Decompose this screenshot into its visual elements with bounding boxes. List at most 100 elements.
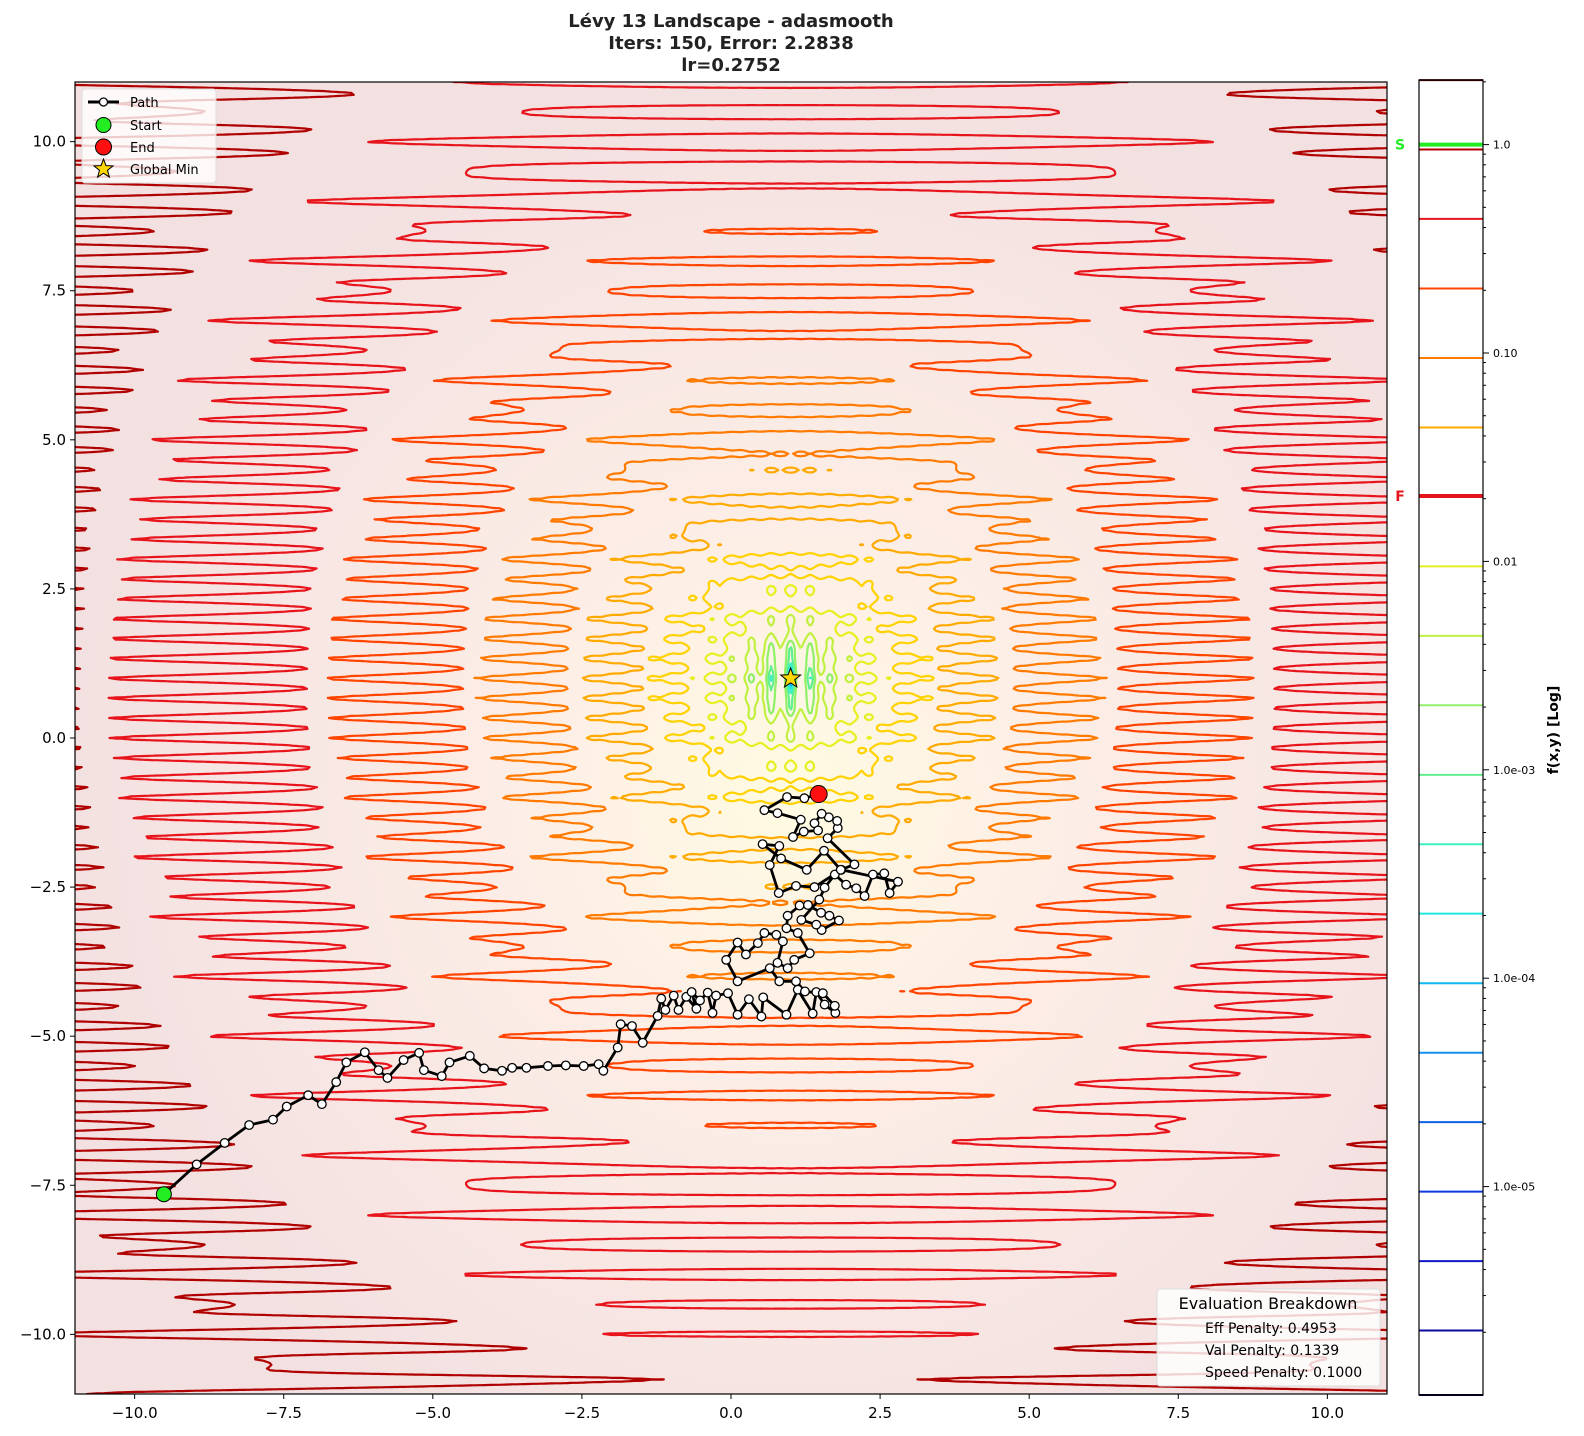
contour-level-2 xyxy=(107,82,1387,1339)
path-point xyxy=(521,1062,532,1073)
legend-label-end: End xyxy=(130,141,155,156)
legend-label-global-min: Global Min xyxy=(130,163,199,178)
legend: Path Start End Global Min xyxy=(81,88,217,184)
path-point xyxy=(792,928,803,938)
path-point xyxy=(615,1019,626,1030)
path-point xyxy=(832,815,843,826)
path-point xyxy=(593,1059,604,1070)
path-point xyxy=(819,999,830,1010)
path-point xyxy=(244,1120,255,1130)
colorbar: S F 1.0 0.10 0.01 1.0e-03 1.0e-04 1.0e-05 f(x,… xyxy=(1395,79,1562,1396)
x-axis: −10.0 −7.5 −5.0 −2.5 0.0 2.5 5.0 7.5 10.0 xyxy=(112,1394,1344,1422)
colorbar-tick-label: 1.0e-04 xyxy=(1493,972,1535,985)
path-point xyxy=(691,1003,702,1014)
path-point xyxy=(695,995,705,1006)
path-point xyxy=(560,1060,571,1071)
path-point xyxy=(811,919,822,930)
path-point xyxy=(764,963,775,974)
evaluation-speed-penalty: Speed Penalty: 0.1000 xyxy=(1205,1365,1362,1381)
path-point xyxy=(841,879,852,890)
x-tick-label: 0.0 xyxy=(719,1404,743,1422)
path-point xyxy=(816,808,827,819)
path-point xyxy=(612,1042,623,1053)
y-tick-label: −2.5 xyxy=(30,878,66,896)
path-point xyxy=(795,814,806,825)
chart-title-line-3: lr=0.2752 xyxy=(681,55,781,76)
path-point xyxy=(788,832,798,842)
x-tick-label: 7.5 xyxy=(1166,1404,1190,1422)
evaluation-breakdown-box: Evaluation Breakdown Eff Penalty: 0.4953… xyxy=(1156,1288,1381,1387)
path-point xyxy=(268,1114,278,1125)
y-tick-label: 5.0 xyxy=(42,431,66,449)
colorbar-marker-label-f: F xyxy=(1395,489,1405,505)
path-point xyxy=(598,1065,609,1076)
path-point xyxy=(578,1061,589,1071)
evaluation-eff-penalty: Eff Penalty: 0.4953 xyxy=(1205,1321,1337,1337)
path-point xyxy=(660,1004,671,1015)
path-point xyxy=(867,869,878,880)
path-point xyxy=(191,1159,202,1170)
path-point xyxy=(801,864,812,875)
path-point xyxy=(756,1011,767,1022)
path-point xyxy=(652,1010,663,1021)
chart-title-line-1: Lévy 13 Landscape - adasmooth xyxy=(568,11,893,32)
path-point xyxy=(743,994,754,1005)
path-point xyxy=(764,860,775,870)
path-point xyxy=(740,949,751,960)
path-point xyxy=(772,808,783,819)
y-tick-label: 0.0 xyxy=(42,729,66,747)
path-point xyxy=(791,880,801,891)
path-point xyxy=(637,1037,648,1048)
path-point xyxy=(824,910,835,921)
path-point xyxy=(702,987,713,998)
path-point xyxy=(799,793,810,804)
path-point xyxy=(281,1101,292,1112)
path-point xyxy=(444,1057,455,1068)
legend-start-marker xyxy=(95,117,112,133)
path-point xyxy=(859,891,870,901)
legend-star-icon xyxy=(92,157,115,179)
path-point xyxy=(849,859,860,870)
path-point xyxy=(759,805,770,816)
path-point xyxy=(781,1009,792,1020)
x-tick-label: −7.5 xyxy=(266,1404,302,1422)
path-point xyxy=(777,936,788,947)
path-point xyxy=(373,1065,384,1076)
path-point xyxy=(822,833,833,844)
path-point xyxy=(813,825,824,836)
contour-level-7 xyxy=(689,584,892,773)
path-point xyxy=(316,1099,327,1110)
path-point xyxy=(542,1061,553,1071)
y-tick-label: −7.5 xyxy=(30,1176,66,1194)
path-point xyxy=(656,993,667,1004)
colorbar-tick-label: 0.10 xyxy=(1493,347,1518,360)
path-point xyxy=(802,900,813,910)
path-point xyxy=(711,990,722,1001)
contour-level-3 xyxy=(326,227,1255,1130)
path-point xyxy=(752,938,763,949)
path-point xyxy=(774,976,785,987)
path-point xyxy=(774,840,785,851)
path-point xyxy=(758,992,769,1003)
contour-level-8 xyxy=(727,613,855,743)
path-point xyxy=(798,826,809,837)
path-point xyxy=(507,1062,518,1073)
path-point xyxy=(782,963,793,974)
path-point xyxy=(627,1021,637,1031)
colorbar-tick-label: 0.01 xyxy=(1493,555,1518,568)
path-point xyxy=(781,923,792,934)
x-tick-label: −10.0 xyxy=(112,1404,158,1422)
chart-title-line-2: Iters: 150, Error: 2.2838 xyxy=(608,33,853,54)
path-point xyxy=(833,915,844,926)
path-point xyxy=(782,910,793,921)
path-point xyxy=(835,864,846,875)
path-point xyxy=(303,1090,314,1101)
x-tick-label: −2.5 xyxy=(564,1404,600,1422)
path-point xyxy=(879,868,890,879)
end-marker xyxy=(809,785,828,804)
path-point xyxy=(794,900,805,911)
path-point xyxy=(814,894,825,905)
contour-level-6 xyxy=(646,551,935,805)
path-point xyxy=(418,1065,429,1076)
